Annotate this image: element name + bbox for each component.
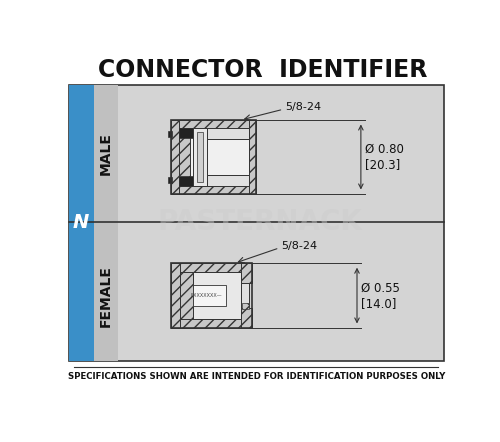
Text: Ø 0.80
[20.3]: Ø 0.80 [20.3]	[365, 143, 404, 171]
Bar	[171, 263, 180, 328]
Bar	[171, 319, 252, 328]
Bar	[206, 175, 248, 186]
Text: 5/8-24: 5/8-24	[281, 240, 317, 251]
Text: Ø 0.55
[14.0]: Ø 0.55 [14.0]	[361, 282, 400, 309]
Text: SPECIFICATIONS SHOWN ARE INTENDED FOR IDENTIFICATION PURPOSES ONLY: SPECIFICATIONS SHOWN ARE INTENDED FOR ID…	[68, 372, 445, 381]
Bar	[179, 128, 192, 138]
Bar	[171, 120, 256, 128]
Bar	[168, 131, 172, 137]
Bar	[94, 85, 118, 361]
Bar	[192, 128, 206, 186]
Text: FEMALE: FEMALE	[99, 265, 113, 327]
Bar	[196, 132, 203, 182]
Bar	[171, 120, 179, 194]
Bar	[168, 177, 172, 183]
Bar	[171, 263, 252, 328]
Bar	[171, 186, 256, 194]
Text: N: N	[73, 213, 90, 232]
Bar	[241, 263, 252, 283]
Bar	[179, 128, 190, 186]
Bar	[180, 272, 192, 319]
Bar	[192, 272, 241, 319]
Bar	[68, 85, 444, 361]
Text: MALE: MALE	[99, 132, 113, 175]
Bar	[179, 128, 248, 186]
Text: CONNECTOR  IDENTIFIER: CONNECTOR IDENTIFIER	[98, 58, 427, 82]
Bar	[206, 138, 248, 175]
Bar	[180, 272, 241, 319]
Bar	[68, 85, 94, 361]
Bar	[242, 303, 250, 309]
Bar	[241, 308, 252, 328]
Text: PASTERNACK: PASTERNACK	[158, 209, 362, 236]
Bar	[206, 128, 248, 138]
Bar	[248, 120, 256, 194]
Bar	[171, 120, 256, 194]
Bar	[179, 176, 192, 186]
Text: EXXXXXXX—: EXXXXXXX—	[190, 293, 222, 298]
Bar	[241, 283, 250, 308]
Text: 5/8-24: 5/8-24	[285, 102, 321, 112]
Bar	[192, 285, 226, 306]
Bar	[171, 263, 252, 272]
